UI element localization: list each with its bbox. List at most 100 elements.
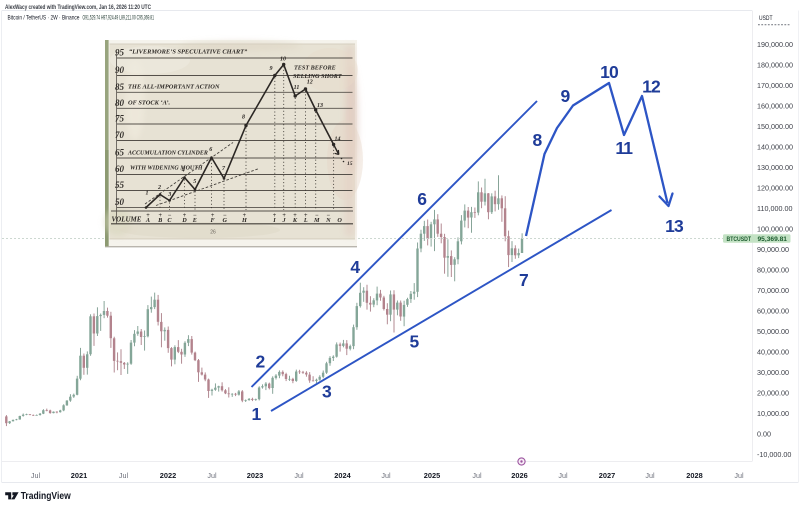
svg-text:15: 15 bbox=[347, 161, 353, 167]
svg-text:+: + bbox=[282, 213, 286, 219]
svg-text:110,000.00: 110,000.00 bbox=[757, 204, 792, 213]
svg-text:WITH WIDENING MOUTH: WITH WIDENING MOUTH bbox=[130, 166, 203, 172]
svg-text:M: M bbox=[313, 217, 320, 224]
svg-text:40,000.00: 40,000.00 bbox=[757, 348, 789, 357]
svg-text:−: − bbox=[327, 213, 331, 219]
svg-text:100,000.00: 100,000.00 bbox=[757, 225, 793, 234]
svg-text:F: F bbox=[211, 217, 216, 224]
svg-text:80,000.00: 80,000.00 bbox=[757, 266, 789, 275]
svg-text:−: − bbox=[223, 213, 227, 219]
svg-text:13: 13 bbox=[665, 216, 684, 236]
svg-text:Jul: Jul bbox=[734, 471, 744, 480]
svg-text:11: 11 bbox=[615, 138, 633, 158]
svg-text:2021: 2021 bbox=[71, 471, 87, 480]
svg-text:Jul: Jul bbox=[294, 471, 304, 480]
svg-text:2: 2 bbox=[256, 352, 266, 372]
svg-text:-10,000.00: -10,000.00 bbox=[757, 450, 791, 459]
svg-text:L: L bbox=[303, 217, 308, 224]
svg-text:K: K bbox=[292, 217, 298, 224]
svg-text:D: D bbox=[181, 217, 187, 224]
svg-text:TradingView: TradingView bbox=[21, 491, 71, 502]
svg-text:20,000.00: 20,000.00 bbox=[757, 389, 789, 398]
svg-text:2025: 2025 bbox=[424, 471, 440, 480]
svg-text:−: − bbox=[168, 213, 172, 219]
svg-text:5: 5 bbox=[193, 179, 196, 185]
svg-text:10,000.00: 10,000.00 bbox=[757, 409, 789, 418]
svg-text:130,000.00: 130,000.00 bbox=[757, 163, 793, 172]
svg-text:12: 12 bbox=[642, 77, 661, 97]
svg-text:+: + bbox=[304, 213, 308, 219]
svg-text:11: 11 bbox=[294, 85, 300, 91]
svg-text:12: 12 bbox=[307, 80, 313, 86]
svg-text:50: 50 bbox=[115, 197, 125, 207]
svg-text:4: 4 bbox=[350, 257, 360, 277]
svg-text:BTCUSDT: BTCUSDT bbox=[727, 236, 752, 243]
svg-text:I: I bbox=[272, 217, 276, 224]
svg-text:Jul: Jul bbox=[381, 471, 391, 480]
svg-text:10: 10 bbox=[600, 62, 619, 82]
svg-text:7: 7 bbox=[222, 166, 226, 172]
svg-text:90: 90 bbox=[115, 65, 125, 75]
svg-text:A: A bbox=[145, 217, 150, 224]
svg-text:13: 13 bbox=[317, 103, 323, 109]
svg-text:“LIVERMORE’S SPECULATIVE CHA: “LIVERMORE’S SPECULATIVE CHART” bbox=[129, 49, 248, 56]
svg-text:O: O bbox=[337, 217, 342, 224]
svg-text:SELLING SHORT: SELLING SHORT bbox=[293, 73, 342, 80]
svg-text:65: 65 bbox=[115, 148, 125, 158]
svg-text:85: 85 bbox=[115, 82, 125, 92]
svg-text:3: 3 bbox=[322, 382, 332, 402]
svg-text:0.00: 0.00 bbox=[757, 430, 771, 439]
svg-text:+: + bbox=[146, 213, 150, 219]
svg-text:Jul: Jul bbox=[119, 471, 129, 480]
svg-text:H: H bbox=[241, 217, 247, 224]
svg-text:O91,529.74 H97,924.49 L89,211.: O91,529.74 H97,924.49 L89,211.00 C95,369… bbox=[83, 15, 155, 22]
svg-text:+: + bbox=[158, 213, 162, 219]
svg-text:1: 1 bbox=[146, 191, 149, 197]
svg-text:2026: 2026 bbox=[511, 471, 527, 480]
svg-text:ACCUMULATION CYLINDER: ACCUMULATION CYLINDER bbox=[127, 151, 208, 157]
svg-text:50,000.00: 50,000.00 bbox=[757, 327, 789, 336]
svg-text:60: 60 bbox=[115, 164, 125, 174]
svg-text:USDT: USDT bbox=[759, 15, 773, 22]
svg-text:Jul: Jul bbox=[472, 471, 482, 480]
svg-text:170,000.00: 170,000.00 bbox=[757, 81, 793, 90]
svg-text:6: 6 bbox=[209, 147, 212, 153]
svg-text:−: − bbox=[193, 213, 197, 219]
svg-text:80: 80 bbox=[115, 98, 125, 108]
svg-text:TEST BEFORE: TEST BEFORE bbox=[294, 65, 336, 72]
svg-text:70: 70 bbox=[115, 130, 125, 140]
svg-text:G: G bbox=[222, 217, 227, 224]
svg-text:−: − bbox=[315, 213, 319, 219]
svg-text:2: 2 bbox=[157, 185, 161, 191]
svg-text:95: 95 bbox=[115, 48, 125, 58]
svg-text:95,369.81: 95,369.81 bbox=[758, 236, 788, 243]
svg-text:OF STOCK ‘A’.: OF STOCK ‘A’. bbox=[128, 100, 170, 107]
svg-text:E: E bbox=[192, 217, 197, 224]
svg-text:60,000.00: 60,000.00 bbox=[757, 307, 789, 316]
svg-text:THE ALL-IMPORTANT ACTION: THE ALL-IMPORTANT ACTION bbox=[128, 84, 220, 91]
svg-text:+: + bbox=[211, 213, 215, 219]
svg-text:14: 14 bbox=[335, 137, 341, 143]
svg-text:+: + bbox=[183, 213, 187, 219]
svg-text:7: 7 bbox=[519, 270, 528, 290]
svg-text:10: 10 bbox=[280, 57, 286, 63]
svg-text:2028: 2028 bbox=[686, 471, 702, 480]
svg-text:2023: 2023 bbox=[247, 471, 263, 480]
svg-text:Jul: Jul bbox=[645, 471, 655, 480]
svg-text:N: N bbox=[325, 217, 331, 224]
svg-text:26: 26 bbox=[210, 230, 216, 236]
svg-text:120,000.00: 120,000.00 bbox=[757, 184, 793, 193]
svg-text:150,000.00: 150,000.00 bbox=[757, 122, 793, 131]
svg-text:75: 75 bbox=[115, 114, 125, 124]
svg-text:190,000.00: 190,000.00 bbox=[757, 40, 793, 49]
svg-text:2024: 2024 bbox=[334, 471, 351, 480]
svg-text:+: + bbox=[293, 213, 297, 219]
svg-text:2027: 2027 bbox=[599, 471, 615, 480]
svg-text:+: + bbox=[273, 213, 277, 219]
svg-text:Jul: Jul bbox=[558, 471, 568, 480]
svg-text:8: 8 bbox=[533, 130, 543, 150]
svg-text:Jul: Jul bbox=[31, 471, 41, 480]
svg-text:9: 9 bbox=[270, 66, 273, 72]
svg-text:180,000.00: 180,000.00 bbox=[757, 61, 793, 70]
svg-text:+: + bbox=[243, 213, 247, 219]
